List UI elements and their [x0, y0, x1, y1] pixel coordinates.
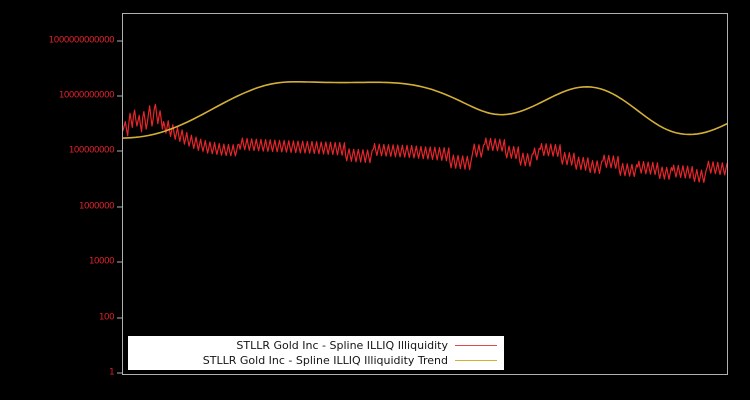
y-axis-tick-label: 1 [108, 367, 115, 378]
legend-color-swatch [455, 360, 497, 361]
y-axis-tick-label: 10000000000 [58, 90, 115, 101]
plot-area [122, 13, 728, 375]
y-axis-tick-mark [117, 261, 122, 263]
y-axis-tick-label: 1000000000000 [48, 35, 115, 46]
y-axis-tick-label: 100 [98, 312, 115, 323]
legend-entry: STLLR Gold Inc - Spline ILLIQ Illiquidit… [129, 338, 497, 353]
y-axis-tick-label: 10000 [88, 256, 115, 267]
y-axis-tick-mark [117, 206, 122, 208]
legend-label: STLLR Gold Inc - Spline ILLIQ Illiquidit… [236, 339, 448, 352]
y-axis: 1000000000000 10000000000 100000000 1000000… [0, 0, 122, 400]
legend-color-swatch [455, 345, 497, 346]
y-axis-tick-mark [117, 40, 122, 42]
y-axis-tick-mark [117, 317, 122, 319]
legend-label: STLLR Gold Inc - Spline ILLIQ Illiquidit… [202, 354, 448, 367]
y-axis-tick-label: 100000000 [68, 145, 115, 156]
y-axis-tick-mark [117, 372, 122, 374]
y-axis-tick-mark [117, 150, 122, 152]
series-line-illiquidity-trend [123, 81, 727, 139]
y-axis-tick-label: 1000000 [78, 201, 115, 212]
legend-entry: STLLR Gold Inc - Spline ILLIQ Illiquidit… [129, 353, 497, 368]
chart-legend: STLLR Gold Inc - Spline ILLIQ Illiquidit… [128, 336, 504, 370]
plot-lines [123, 81, 727, 183]
y-axis-tick-mark [117, 95, 122, 97]
series-line-illiquidity [123, 103, 727, 183]
